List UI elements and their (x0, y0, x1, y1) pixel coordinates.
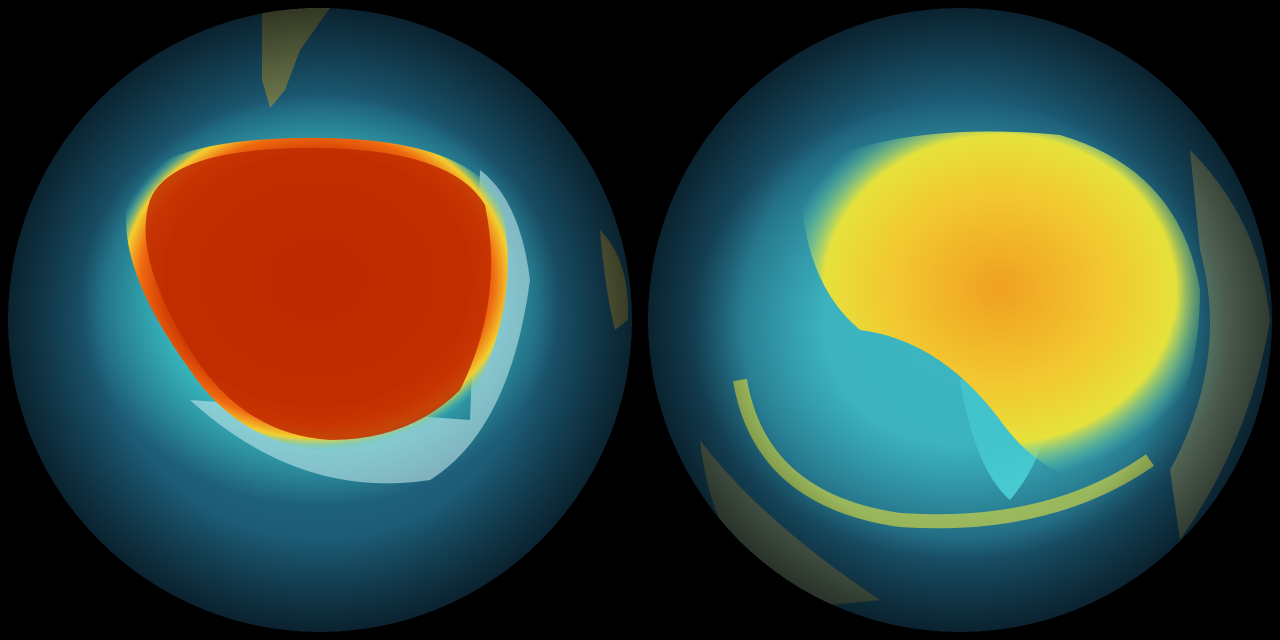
north-polar-globe (648, 8, 1272, 632)
south-polar-globe (8, 8, 632, 632)
